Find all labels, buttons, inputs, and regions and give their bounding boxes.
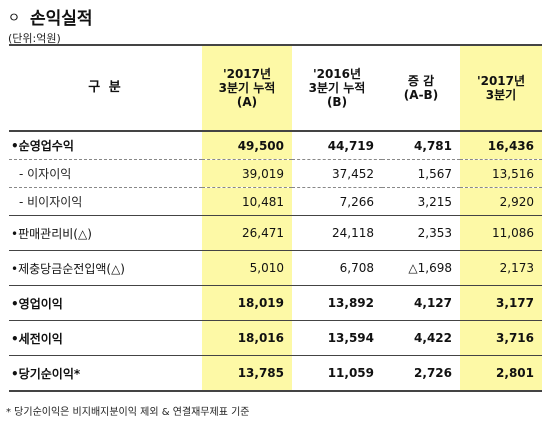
cell-2017-cumulative: 18,019	[202, 285, 292, 321]
cell-change: 4,422	[382, 320, 460, 356]
cell-change: 3,215	[382, 187, 460, 216]
table-row: •판매관리비(△) 26,471 24,118 2,353 11,086	[9, 215, 542, 251]
cell-2016-cumulative: 13,594	[292, 320, 382, 356]
cell-2017-cumulative: 5,010	[202, 250, 292, 286]
cell-2016-cumulative: 37,452	[292, 159, 382, 188]
table-row: - 비이자이익 10,481 7,266 3,215 2,920	[9, 187, 542, 216]
header-category: 구 분	[9, 44, 202, 132]
table-row: •영업이익 18,019 13,892 4,127 3,177	[9, 285, 542, 321]
row-label: - 비이자이익	[9, 187, 202, 216]
table-row: - 이자이익 39,019 37,452 1,567 13,516	[9, 159, 542, 188]
cell-change: 2,726	[382, 355, 460, 392]
cell-change: 4,127	[382, 285, 460, 321]
cell-2016-cumulative: 6,708	[292, 250, 382, 286]
cell-2017-q3: 2,920	[460, 187, 542, 216]
cell-2017-q3: 3,177	[460, 285, 542, 321]
cell-2017-cumulative: 49,500	[202, 131, 292, 160]
cell-change: 1,567	[382, 159, 460, 188]
cell-2016-cumulative: 11,059	[292, 355, 382, 392]
cell-2017-cumulative: 10,481	[202, 187, 292, 216]
table-row: •순영업수익 49,500 44,719 4,781 16,436	[9, 131, 542, 160]
cell-2016-cumulative: 24,118	[292, 215, 382, 251]
row-label: •판매관리비(△)	[9, 215, 202, 251]
row-label: •순영업수익	[11, 139, 74, 153]
title-text: 손익실적	[29, 8, 93, 29]
row-label: - 이자이익	[9, 159, 202, 188]
header-2016-cumulative: '2016년 3분기 누적 (B)	[292, 44, 382, 132]
row-label: •당기순이익*	[9, 355, 202, 392]
table-row: •당기순이익* 13,785 11,059 2,726 2,801	[9, 355, 542, 392]
cell-2016-cumulative: 13,892	[292, 285, 382, 321]
header-row: 구 분 '2017년 3분기 누적 (A) '2016년 3분기 누적 (B) 증 감(…	[9, 44, 542, 132]
header-change: 증 감 (A-B)	[382, 44, 460, 132]
unit-note: (단위:억원)	[8, 32, 61, 45]
cell-2017-q3: 2,173	[460, 250, 542, 286]
row-label: •제충당금순전입액(△)	[9, 250, 202, 286]
header-2017-cumulative: '2017년 3분기 누적 (A)	[202, 44, 292, 132]
income-table: 구 분 '2017년 3분기 누적 (A) '2016년 3분기 누적 (B) 증 감(…	[9, 44, 542, 392]
table-row: •제충당금순전입액(△) 5,010 6,708 △1,698 2,173	[9, 250, 542, 286]
cell-change: 4,781	[414, 138, 452, 153]
header-2017-q3: '2017년 3분기	[460, 44, 542, 132]
cell-2017-q3: 11,086	[460, 215, 542, 251]
title-bullet: ㅇ	[8, 10, 20, 26]
cell-2017-cumulative: 18,016	[202, 320, 292, 356]
cell-2016-cumulative: 44,719	[327, 138, 374, 153]
cell-2017-cumulative: 39,019	[202, 159, 292, 188]
cell-change: △1,698	[382, 250, 460, 286]
cell-2017-cumulative: 13,785	[202, 355, 292, 392]
cell-2017-q3: 2,801	[460, 355, 542, 392]
row-label: •세전이익	[9, 320, 202, 356]
section-title: ㅇ 손익실적	[8, 4, 93, 29]
cell-2016-cumulative: 7,266	[292, 187, 382, 216]
row-label: •영업이익	[9, 285, 202, 321]
cell-2017-q3: 16,436	[460, 131, 542, 160]
cell-2017-q3: 13,516	[460, 159, 542, 188]
table-row: •세전이익 18,016 13,594 4,422 3,716	[9, 320, 542, 356]
footnote: * 당기순이익은 비지배지분이익 제외 & 연결재무제표 기준	[6, 407, 250, 418]
cell-2017-q3: 3,716	[460, 320, 542, 356]
cell-change: 2,353	[382, 215, 460, 251]
cell-2017-cumulative: 26,471	[202, 215, 292, 251]
